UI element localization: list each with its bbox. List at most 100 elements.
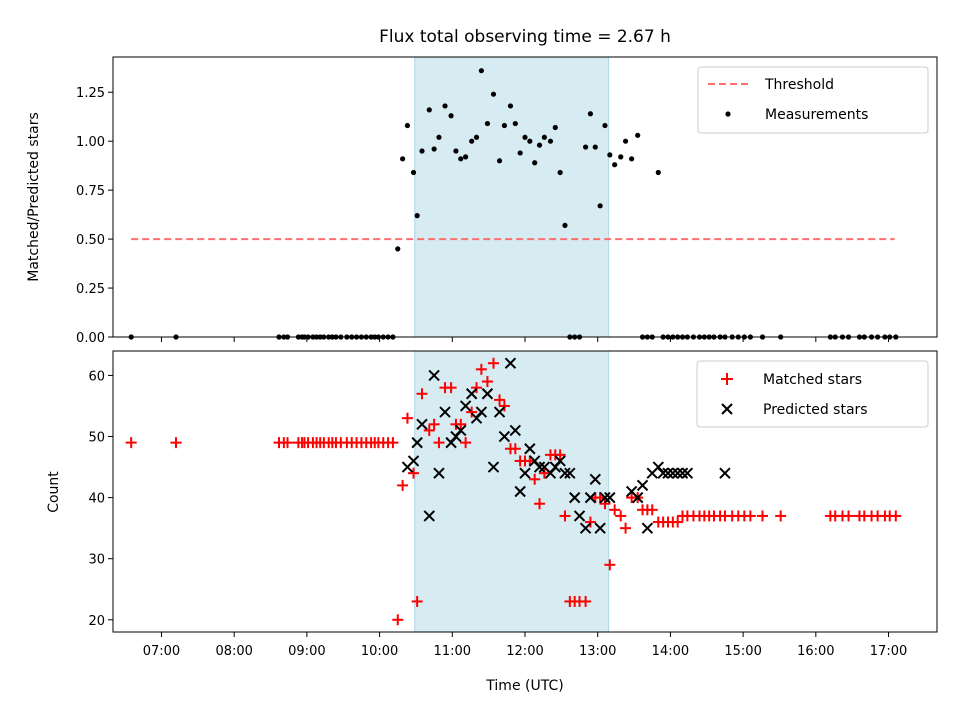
measurement-point	[547, 138, 554, 144]
bottom-ytick-label: 20	[88, 614, 105, 629]
predicted-star-point	[573, 510, 586, 522]
predicted-star-point	[439, 406, 451, 418]
predicted-star-point	[504, 357, 517, 369]
predicted-star-point	[641, 522, 654, 534]
measurement-point	[532, 160, 538, 166]
predicted-star-point	[676, 467, 689, 479]
matched-star-point	[534, 498, 546, 510]
measurement-point	[426, 107, 432, 113]
bottom-y-axis: 20 30 40 50 60	[88, 369, 113, 629]
measurement-point	[458, 156, 464, 162]
predicted-star-point	[604, 491, 616, 504]
measurement-point	[453, 148, 459, 154]
top-ytick-label: 1.00	[76, 135, 105, 150]
legend-matched-label: Matched stars	[763, 372, 862, 388]
bottom-xtick-label: 08:00	[215, 644, 252, 659]
bottom-plot-marks	[125, 357, 902, 626]
bottom-xtick-label: 13:00	[579, 644, 616, 659]
top-legend-box	[697, 66, 929, 134]
bottom-xtick-label: 10:00	[361, 644, 398, 659]
measurement-point	[431, 146, 437, 152]
measurement-point	[607, 152, 613, 158]
predicted-star-point	[599, 491, 611, 504]
measurement-point	[629, 156, 635, 162]
bottom-xtick-label: 11:00	[434, 644, 471, 659]
matched-star-point	[580, 595, 592, 607]
measurement-point	[536, 142, 543, 148]
matched-star-point	[471, 382, 483, 394]
legend-predicted-marker	[721, 403, 733, 415]
matched-star-point	[529, 473, 541, 485]
legend-matched-marker	[721, 373, 733, 385]
predicted-star-point	[519, 467, 531, 479]
matched-star-point	[494, 394, 506, 406]
matched-star-point	[428, 418, 440, 430]
predicted-star-point	[671, 467, 684, 479]
measurement-point	[517, 150, 523, 156]
matched-star-point	[599, 498, 611, 510]
measurement-point	[512, 120, 518, 127]
chart-title: Flux total observing time = 2.67 h	[379, 27, 671, 47]
measurement-point	[635, 132, 641, 138]
measurement-point	[473, 134, 480, 140]
matched-star-point	[584, 516, 596, 528]
predicted-star-point	[564, 467, 576, 479]
top-shaded-span	[414, 56, 610, 338]
measurement-point	[490, 91, 497, 97]
bottom-xtick-label: 16:00	[797, 644, 834, 659]
predicted-star-point	[636, 479, 649, 492]
matched-star-point	[475, 363, 487, 375]
matched-star-point	[433, 437, 445, 449]
predicted-star-point	[416, 418, 428, 431]
predicted-star-point	[559, 467, 571, 479]
bottom-xtick-label: 17:00	[870, 644, 907, 659]
measurement-point	[400, 156, 406, 162]
predicted-star-point	[533, 461, 546, 473]
matched-star-point	[509, 443, 521, 455]
predicted-star-point	[579, 522, 592, 534]
measurement-point	[404, 122, 411, 129]
matched-star-point	[411, 595, 423, 607]
top-ytick-label: 0.25	[76, 282, 105, 297]
predicted-star-point	[667, 467, 679, 479]
bottom-xtick-label: 07:00	[143, 644, 180, 659]
predicted-star-point	[514, 485, 526, 498]
legend-threshold-label: Threshold	[764, 77, 834, 93]
matched-star-point	[672, 516, 684, 528]
measurement-point	[442, 103, 448, 109]
measurement-point	[463, 154, 469, 160]
matched-star-point	[775, 510, 787, 522]
bottom-shaded-span	[414, 350, 610, 633]
measurement-point	[655, 169, 661, 176]
bottom-xtick-label: 12:00	[506, 644, 543, 659]
bottom-x-axis: 07:00 08:00 09:00 10:00 11:00 12:00 13:00 14:00…	[143, 632, 907, 659]
predicted-star-point	[719, 467, 731, 479]
measurement-point	[618, 154, 624, 160]
measurement-point	[557, 169, 563, 176]
predicted-star-point	[584, 491, 597, 504]
predicted-star-point	[475, 406, 488, 418]
bottom-xtick-label: 09:00	[288, 644, 325, 659]
measurement-point	[541, 134, 547, 140]
predicted-star-point	[428, 369, 440, 382]
top-legend: Threshold Measurements	[697, 66, 929, 134]
matched-star-point	[646, 504, 658, 516]
predicted-star-point	[411, 436, 423, 449]
measurement-point	[419, 148, 425, 154]
matched-star-point	[466, 406, 478, 418]
predicted-star-point	[568, 491, 581, 504]
matched-star-point	[890, 510, 902, 522]
measurement-point	[582, 144, 589, 150]
matched-star-point	[408, 467, 420, 479]
measurement-point	[478, 68, 484, 74]
legend-measurements-marker	[725, 111, 731, 117]
bottom-legend-box	[696, 360, 929, 428]
measurement-point	[414, 213, 420, 219]
measurement-point	[436, 134, 442, 140]
matched-star-point	[559, 510, 571, 522]
matched-star-point	[460, 437, 472, 449]
predicted-star-point	[509, 424, 522, 437]
measurement-point	[612, 162, 618, 168]
measurement-point	[501, 122, 507, 129]
